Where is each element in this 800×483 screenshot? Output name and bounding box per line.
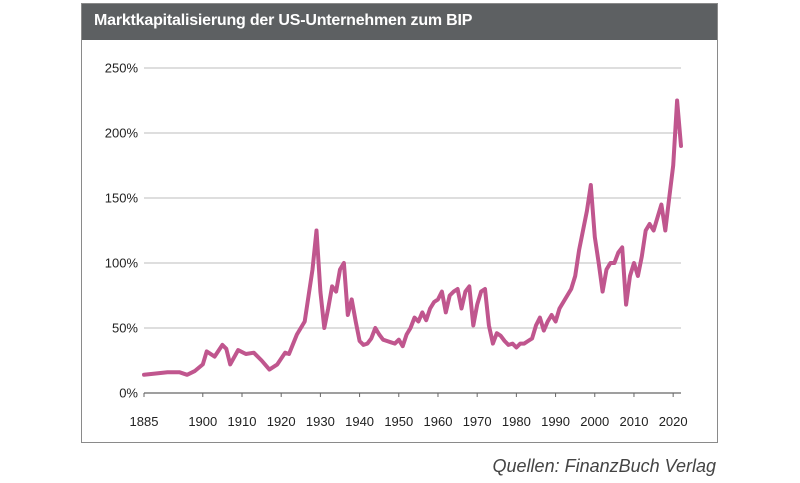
y-axis-ticks: 0% 50% 100% 150% 200% 250% [105,61,139,401]
source-note: Quellen: FinanzBuch Verlag [492,456,716,476]
x-tick-label: 1885 [130,414,159,429]
x-tick-label: 2000 [580,414,609,429]
x-tick-label: 1930 [306,414,335,429]
y-tick-label: 250% [105,61,139,76]
y-tick-label: 100% [105,256,139,271]
x-tick-label: 1990 [541,414,570,429]
x-tick-label: 1950 [384,414,413,429]
x-tick-label: 1960 [424,414,453,429]
series-line [142,98,683,377]
data-series [142,98,683,377]
chart-title-bar: Marktkapitalisierung der US-Unternehmen … [82,4,717,40]
chart-frame: Marktkapitalisierung der US-Unternehmen … [81,3,718,443]
chart-title: Marktkapitalisierung der US-Unternehmen … [94,12,473,29]
x-tick-label: 1970 [463,414,492,429]
x-tick-label: 1920 [267,414,296,429]
x-tick-label: 1910 [228,414,257,429]
x-tick-label: 1940 [345,414,374,429]
x-tick-label: 2020 [659,414,688,429]
x-tick-label: 2010 [620,414,649,429]
y-tick-label: 150% [105,191,139,206]
y-tick-label: 50% [112,321,138,336]
x-tick-label: 1980 [502,414,531,429]
y-tick-label: 200% [105,126,139,141]
y-tick-label: 0% [119,386,138,401]
x-tick-label: 1900 [188,414,217,429]
x-axis-ticks: 1885 1900 1910 1920 1930 1940 1950 1960 1970 1980… [130,393,688,429]
